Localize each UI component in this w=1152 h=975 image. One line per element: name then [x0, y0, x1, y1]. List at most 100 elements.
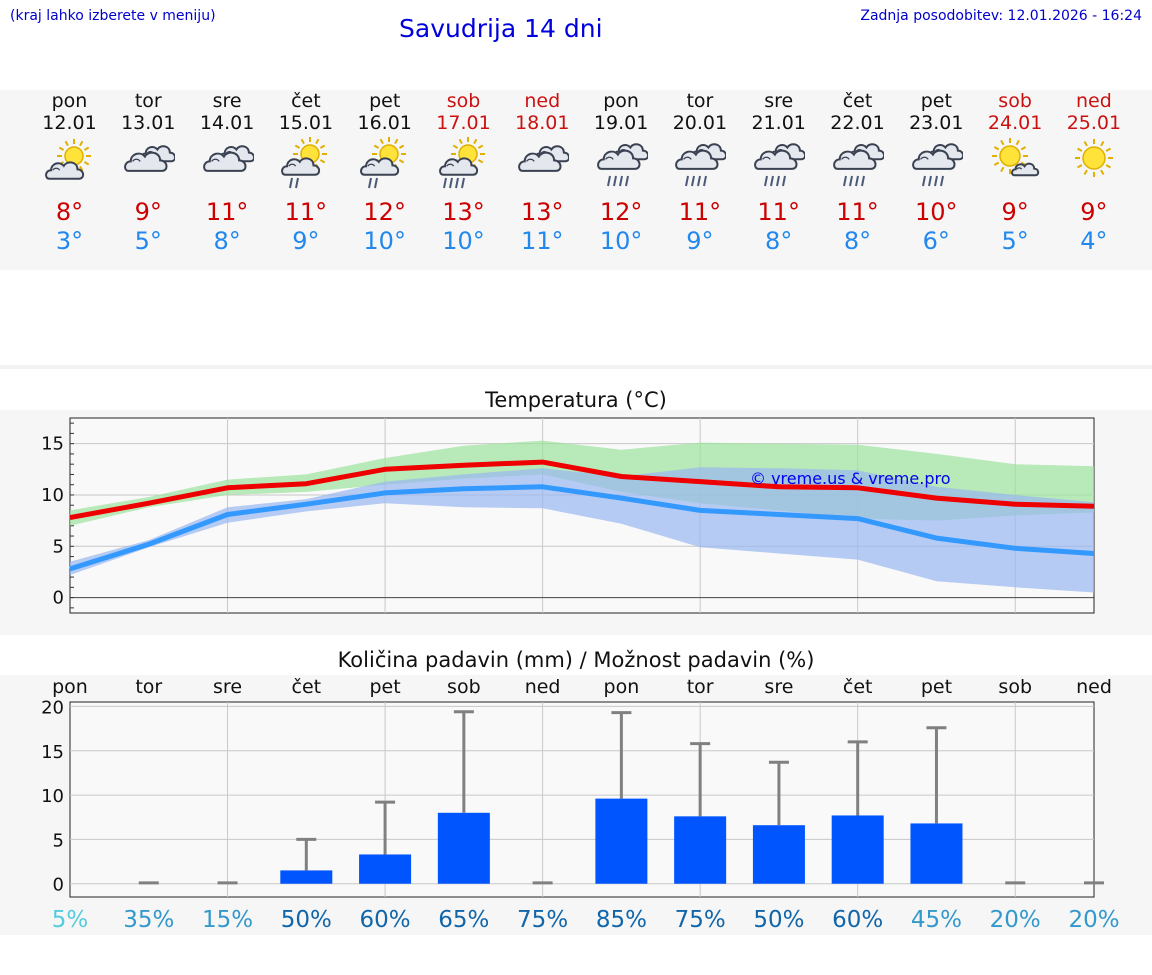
temp-max: 11°	[284, 198, 328, 226]
sun-cloud-rain-icon	[359, 136, 411, 194]
sun-icon	[1068, 136, 1120, 194]
temp-max: 10°	[915, 198, 958, 226]
y-tick-label: 20	[41, 697, 64, 718]
cloudy-icon	[517, 136, 570, 194]
day-date: 21.01	[751, 112, 806, 134]
temp-max: 8°	[55, 198, 84, 226]
x-tick-label: sre	[213, 676, 242, 698]
y-tick-label: 5	[53, 830, 64, 851]
x-tick-label: sre	[764, 676, 793, 698]
cloud-rain-icon	[674, 136, 728, 194]
temp-min: 6°	[922, 227, 950, 255]
cloud-rain-icon	[753, 136, 807, 194]
day-name: pet	[369, 90, 401, 112]
y-tick-label: 0	[53, 588, 64, 609]
precip-bar	[674, 816, 727, 884]
precip-probability: 75%	[517, 907, 568, 933]
day-date: 19.01	[593, 112, 649, 134]
day-date: 12.01	[42, 112, 97, 134]
x-tick-label: čet	[292, 676, 322, 698]
temp-min: 5°	[1001, 227, 1029, 255]
precip-probability: 35%	[123, 907, 174, 933]
max-temp-line	[69, 459, 1095, 521]
temp-max: 11°	[757, 198, 800, 226]
precip-bar	[280, 870, 333, 884]
temp-max: 13°	[442, 198, 485, 226]
y-tick-label: 10	[41, 786, 64, 807]
day-date: 25.01	[1066, 112, 1122, 134]
cloudy-icon	[123, 136, 176, 194]
y-tick-label: 15	[41, 434, 64, 455]
temp-min: 5°	[134, 227, 162, 255]
precip-probability: 20%	[990, 907, 1041, 933]
temp-max: 11°	[836, 198, 879, 226]
temp-max: 11°	[678, 198, 722, 226]
precip-bar	[595, 798, 648, 884]
precip-probability: 20%	[1068, 907, 1119, 933]
day-name: sre	[212, 90, 242, 112]
sun-small-cloud-icon	[990, 136, 1042, 194]
precip-probability: 60%	[832, 907, 883, 933]
temp-max: 12°	[599, 198, 643, 226]
precip-probability: 75%	[675, 907, 726, 933]
temp-min: 10°	[363, 227, 406, 255]
separator	[0, 365, 1152, 369]
temp-min: 8°	[765, 227, 793, 255]
precip-probability: 60%	[360, 907, 411, 933]
x-tick-label: tor	[687, 676, 714, 698]
precip-probability: 5%	[52, 907, 89, 933]
day-date: 20.01	[672, 112, 728, 134]
watermark: © vreme.us & vreme.pro	[750, 469, 951, 488]
temp-max: 9°	[134, 198, 162, 226]
temp-max: 12°	[363, 198, 406, 226]
sun-cloud-rain-icon	[280, 136, 332, 194]
temp-min: 4°	[1080, 227, 1108, 255]
page-title: Savudrija 14 dni	[399, 14, 603, 43]
day-name: sre	[764, 90, 794, 112]
day-name: pet	[920, 90, 952, 112]
y-tick-label: 15	[41, 742, 64, 763]
cloudy-icon	[202, 136, 255, 194]
day-name: sob	[998, 90, 1032, 112]
precip-probability: 15%	[202, 907, 253, 933]
day-date: 14.01	[199, 112, 255, 134]
x-tick-label: tor	[135, 676, 162, 698]
day-name: tor	[134, 90, 162, 112]
x-tick-label: čet	[843, 676, 873, 698]
partly-cloudy-icon	[44, 136, 96, 194]
temp-max: 9°	[1001, 198, 1029, 226]
temperature-chart-title: Temperatura (°C)	[485, 388, 667, 412]
temp-min: 8°	[843, 227, 872, 255]
day-name: pon	[51, 90, 88, 112]
temp-min: 9°	[292, 227, 320, 255]
day-date: 15.01	[278, 112, 334, 134]
precip-probability: 50%	[281, 907, 332, 933]
temp-max: 9°	[1080, 198, 1108, 226]
precip-probability: 50%	[753, 907, 804, 933]
day-name: tor	[686, 90, 714, 112]
day-name: čet	[842, 90, 873, 112]
precip-bar	[752, 825, 805, 884]
day-date: 23.01	[909, 112, 964, 134]
day-date: 16.01	[357, 112, 412, 134]
temp-max: 11°	[205, 198, 249, 226]
temp-min: 10°	[599, 227, 643, 255]
x-tick-label: pon	[52, 676, 88, 698]
min-range-band	[70, 467, 1094, 593]
x-tick-label: ned	[525, 676, 561, 698]
temp-min: 10°	[442, 227, 485, 255]
sun-cloud-heavy-rain-icon	[438, 136, 490, 194]
menu-hint: (kraj lahko izberete v meniju)	[10, 8, 216, 24]
day-name: sob	[446, 90, 481, 112]
x-tick-label: pon	[604, 676, 640, 698]
temp-max: 13°	[521, 198, 564, 226]
day-date: 22.01	[830, 112, 885, 134]
y-tick-label: 5	[53, 536, 64, 557]
precipitation-chart-title: Količina padavin (mm) / Možnost padavin …	[337, 648, 815, 672]
day-name: ned	[1075, 90, 1112, 112]
y-tick-label: 10	[41, 485, 64, 506]
precip-bar	[831, 815, 884, 884]
cloud-rain-icon	[832, 136, 886, 194]
day-name: ned	[524, 90, 561, 112]
forecast-band	[0, 90, 1152, 270]
